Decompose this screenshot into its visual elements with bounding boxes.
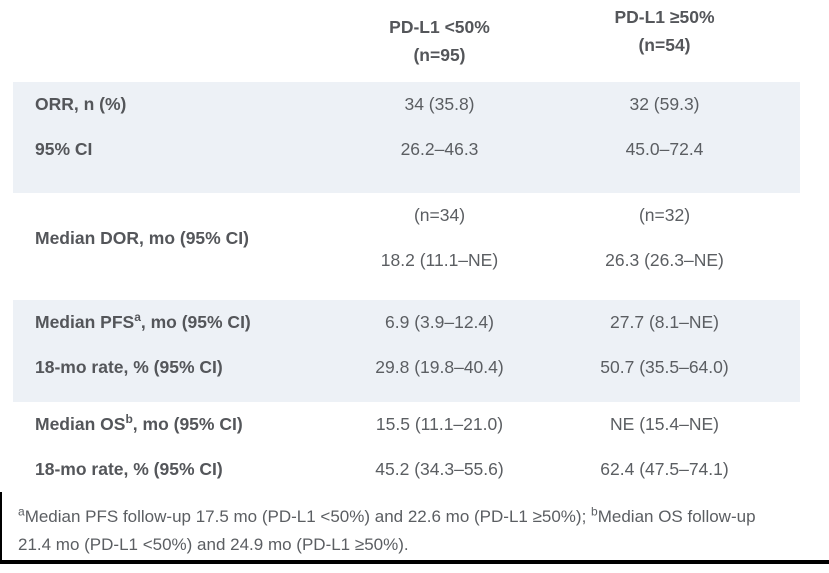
cell-pfs-lt50: 6.9 (3.9–12.4) [385,312,494,332]
left-edge-rule [0,492,2,560]
row-label-median-dor: Median DOR, mo (95% CI) [35,227,249,248]
table-footnote: aMedian PFS follow-up 17.5 mo (PD-L1 <50… [0,492,790,559]
table-row-os-18mo: 18-mo rate, % (95% CI) 45.2 (34.3–55.6) … [13,447,800,492]
table-row-median-os: Median OSb, mo (95% CI) 15.5 (11.1–21.0)… [13,402,800,447]
section-orr: ORR, n (%) 34 (35.8) 32 (59.3) 95% CI 26… [13,82,800,193]
cell-os-ge50: NE (15.4–NE) [610,414,719,434]
column-header-pdl1-ge50: PD-L1 ≥50% (n=54) [552,3,777,59]
cell-pfs-18mo-ge50: 50.7 (35.5–64.0) [600,357,729,377]
column-header-pdl1-lt50: PD-L1 <50% (n=95) [327,13,552,69]
row-label: 95% CI [35,139,93,159]
cell-dor-n-lt50: (n=34) [413,205,466,225]
column-header-title: PD-L1 ≥50% [614,7,715,27]
label-text: , mo (95% CI) [140,312,251,332]
cell-orr-ge50: 32 (59.3) [629,94,700,114]
label-text: Median PFS [35,312,135,332]
footnote-text-os: Median OS follow-up 21.4 mo (PD-L1 <50%)… [18,507,756,554]
footnote-text-pfs: Median PFS follow-up 17.5 mo (PD-L1 <50%… [24,507,592,526]
cell-os-18mo-lt50: 45.2 (34.3–55.6) [375,459,504,479]
label-text: , mo (95% CI) [132,414,243,434]
cell-orr-ci-ge50: 45.0–72.4 [625,139,704,159]
row-label: ORR, n (%) [35,94,127,114]
table-header-row: PD-L1 <50% (n=95) PD-L1 ≥50% (n=54) [13,0,800,82]
row-label: 18-mo rate, % (95% CI) [35,357,223,377]
row-label-median-os: Median OSb, mo (95% CI) [13,412,327,435]
footnote-marker-a: a [134,310,141,325]
section-os: Median OSb, mo (95% CI) 15.5 (11.1–21.0)… [13,402,800,492]
section-dor: Median DOR, mo (95% CI) (n=34) (n=32) 18… [13,193,800,300]
section-pfs: Median PFSa, mo (95% CI) 6.9 (3.9–12.4) … [13,300,800,402]
footnote-marker-a: a [18,504,25,519]
label-text: Median OS [35,414,126,434]
table-row-pfs-18mo: 18-mo rate, % (95% CI) 29.8 (19.8–40.4) … [13,345,800,390]
cell-dor-lt50: 18.2 (11.1–NE) [380,250,499,270]
cell-orr-lt50: 34 (35.8) [404,94,475,114]
row-label-median-pfs: Median PFSa, mo (95% CI) [13,310,327,333]
cell-dor-n-ge50: (n=32) [638,205,691,225]
cell-os-18mo-ge50: 62.4 (47.5–74.1) [600,459,729,479]
cell-orr-ci-lt50: 26.2–46.3 [400,139,479,159]
table-row-median-pfs: Median PFSa, mo (95% CI) 6.9 (3.9–12.4) … [13,300,800,345]
cell-pfs-18mo-lt50: 29.8 (19.8–40.4) [375,357,504,377]
bottom-divider-rule [0,560,829,564]
column-header-title: PD-L1 <50% [389,17,490,37]
footnote-marker-b: b [591,504,598,519]
table-row-orr: ORR, n (%) 34 (35.8) 32 (59.3) [13,82,800,127]
column-header-n: (n=54) [638,35,691,55]
footnote-marker-b: b [125,412,133,427]
cell-os-lt50: 15.5 (11.1–21.0) [375,414,504,434]
column-header-n: (n=95) [413,45,466,65]
cell-dor-ge50: 26.3 (26.3–NE) [605,250,724,270]
table-row-orr-ci: 95% CI 26.2–46.3 45.0–72.4 [13,127,800,172]
cell-pfs-ge50: 27.7 (8.1–NE) [610,312,719,332]
row-label: 18-mo rate, % (95% CI) [35,459,223,479]
efficacy-results-table: PD-L1 <50% (n=95) PD-L1 ≥50% (n=54) ORR,… [0,0,800,559]
